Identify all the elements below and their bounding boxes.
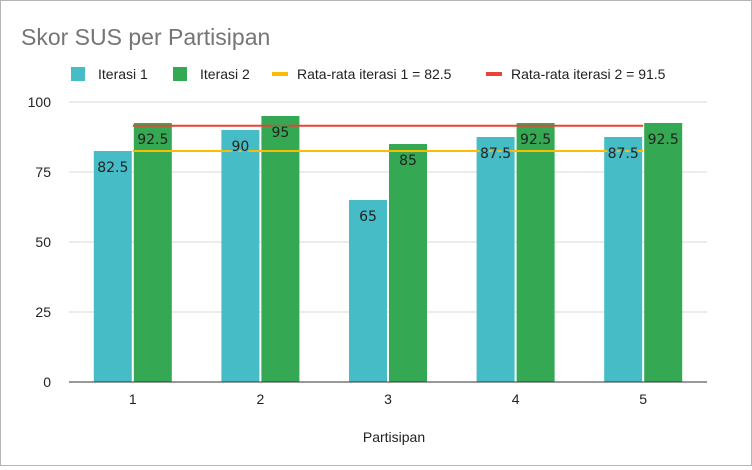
y-tick-label: 25 [35, 304, 51, 320]
x-axis-title: Partisipan [363, 429, 425, 445]
legend-swatch-avg-2 [486, 72, 502, 76]
reference-lines [132, 124, 644, 152]
y-axis-ticks: 0 25 50 75 100 [28, 94, 52, 390]
bar-iterasi-1-p5 [604, 137, 643, 382]
legend-swatch-iterasi-1 [71, 67, 85, 81]
data-label: 92.5 [648, 132, 679, 148]
bar-iterasi-2-p3 [389, 144, 427, 382]
y-tick-label: 50 [35, 234, 51, 250]
data-label: 95 [271, 125, 289, 141]
x-tick-label: 4 [512, 391, 520, 407]
bar-iterasi-2-p5 [644, 123, 683, 382]
data-label: 90 [231, 139, 249, 155]
legend-swatch-avg-1 [272, 72, 288, 76]
x-tick-label: 2 [257, 391, 265, 407]
bar-iterasi-2-p1 [133, 123, 172, 382]
x-tick-label: 1 [129, 391, 137, 407]
x-tick-label: 3 [384, 391, 392, 407]
data-label: 87.5 [608, 146, 639, 162]
bars [93, 116, 683, 382]
chart-title: Skor SUS per Partisipan [21, 24, 270, 50]
bar-iterasi-2-p2 [261, 116, 300, 382]
bar-iterasi-2-p4 [516, 123, 555, 382]
legend: Iterasi 1 Iterasi 2 Rata-rata iterasi 1 … [71, 66, 666, 82]
legend-label-iterasi-2: Iterasi 2 [200, 66, 250, 82]
data-label: 65 [359, 209, 377, 225]
legend-label-avg-2: Rata-rata iterasi 2 = 91.5 [511, 66, 666, 82]
legend-swatch-iterasi-2 [173, 67, 187, 81]
data-label: 82.5 [97, 160, 128, 176]
data-labels: 82.5 92.5 90 95 65 85 87.5 92.5 87.5 92.5 [96, 124, 681, 227]
data-label: 87.5 [480, 146, 511, 162]
x-axis-ticks: 1 2 3 4 5 [129, 391, 647, 407]
legend-label-avg-1: Rata-rata iterasi 1 = 82.5 [297, 66, 452, 82]
bar-iterasi-1-p1 [93, 151, 132, 382]
data-label: 92.5 [137, 132, 168, 148]
y-tick-label: 0 [43, 374, 51, 390]
bar-iterasi-1-p4 [476, 137, 515, 382]
legend-label-iterasi-1: Iterasi 1 [98, 66, 148, 82]
y-tick-label: 100 [28, 94, 52, 110]
bar-iterasi-1-p3 [349, 200, 387, 382]
data-label: 92.5 [520, 132, 551, 148]
bar-iterasi-1-p2 [221, 130, 260, 382]
data-label: 85 [399, 153, 417, 169]
y-tick-label: 75 [35, 164, 51, 180]
gridlines [69, 101, 707, 313]
x-tick-label: 5 [639, 391, 647, 407]
